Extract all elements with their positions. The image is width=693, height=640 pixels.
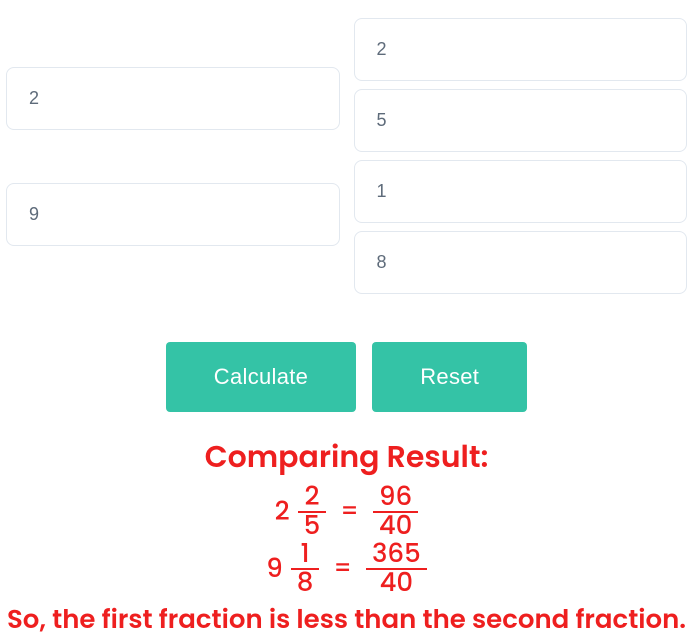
row1-right-num: 96 bbox=[373, 484, 418, 511]
equals-sign: = bbox=[327, 557, 358, 581]
calculate-button[interactable]: Calculate bbox=[166, 342, 356, 412]
row2-left-fraction: 1 8 bbox=[291, 541, 320, 598]
left-fraction-column bbox=[6, 6, 340, 306]
row2-right-num: 365 bbox=[366, 541, 427, 568]
right-input-2[interactable] bbox=[354, 89, 688, 152]
result-title: Comparing Result: bbox=[6, 434, 687, 480]
row2-whole: 9 bbox=[266, 556, 283, 582]
right-input-3[interactable] bbox=[354, 160, 688, 223]
row1-whole: 2 bbox=[275, 499, 290, 525]
row2-right-den: 40 bbox=[374, 570, 420, 597]
result-conclusion: So, the first fraction is less than the … bbox=[6, 601, 687, 640]
right-fraction-column bbox=[354, 14, 688, 298]
button-row: Calculate Reset bbox=[6, 342, 687, 412]
right-input-1[interactable] bbox=[354, 18, 688, 81]
fraction-row-1: 2 2 5 = 96 40 bbox=[275, 484, 419, 541]
reset-button[interactable]: Reset bbox=[372, 342, 527, 412]
result-block: Comparing Result: 2 2 5 = 96 40 9 1 8 = bbox=[6, 434, 687, 640]
left-denominator-input[interactable] bbox=[6, 183, 340, 246]
left-numerator-input[interactable] bbox=[6, 67, 340, 130]
row1-right-fraction: 96 40 bbox=[373, 484, 419, 541]
row2-left-den: 8 bbox=[291, 570, 320, 597]
fraction-rows: 2 2 5 = 96 40 9 1 8 = 365 bbox=[6, 484, 687, 597]
equals-sign: = bbox=[334, 500, 365, 524]
row1-left-num: 2 bbox=[298, 484, 325, 511]
row1-left-fraction: 2 5 bbox=[298, 484, 327, 541]
row2-right-fraction: 365 40 bbox=[366, 541, 427, 598]
row2-left-num: 1 bbox=[295, 541, 316, 568]
inputs-grid bbox=[6, 6, 687, 306]
fraction-row-2: 9 1 8 = 365 40 bbox=[266, 541, 426, 598]
right-input-4[interactable] bbox=[354, 231, 688, 294]
